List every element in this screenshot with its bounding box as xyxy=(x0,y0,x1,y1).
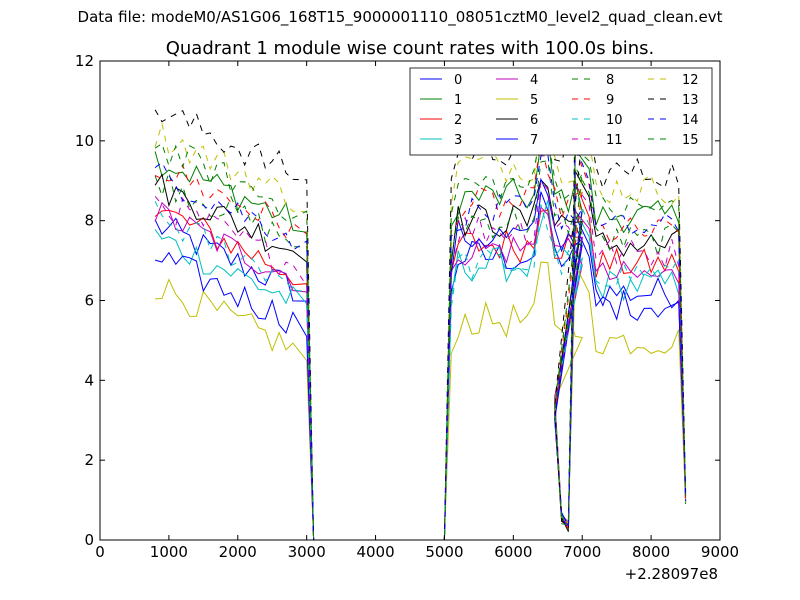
x-tick-label: 6000 xyxy=(494,543,532,561)
legend-label-5: 5 xyxy=(530,93,538,108)
series-line-11 xyxy=(154,180,687,540)
y-tick-label: 0 xyxy=(84,531,94,549)
x-tick-label: 1000 xyxy=(150,543,188,561)
y-tick-label: 8 xyxy=(84,212,94,230)
tick-layer: 0 1000 2000 3000 4000 5000 6000 7000 8000 9000 0 2 4… xyxy=(75,52,739,561)
series-line-8 xyxy=(154,160,687,540)
legend-label-7: 7 xyxy=(530,133,538,148)
x-tick-label: 5000 xyxy=(425,543,463,561)
series-line-4 xyxy=(154,201,687,540)
legend-label-9: 9 xyxy=(606,93,614,108)
series-line-6 xyxy=(154,169,687,540)
legend-label-0: 0 xyxy=(454,73,462,88)
x-tick-label: 8000 xyxy=(632,543,670,561)
x-tick-label: 4000 xyxy=(356,543,394,561)
chart-title: Quadrant 1 module wise count rates with … xyxy=(166,38,655,59)
legend-label-14: 14 xyxy=(682,113,699,128)
y-tick-label: 4 xyxy=(84,371,94,389)
legend-label-13: 13 xyxy=(682,93,699,108)
y-tick-label: 6 xyxy=(84,292,94,310)
series-line-5 xyxy=(155,261,687,540)
series-line-1 xyxy=(154,134,687,540)
x-tick-label: 2000 xyxy=(219,543,257,561)
series-line-9 xyxy=(154,141,687,540)
series-layer xyxy=(154,85,687,540)
y-tick-label: 2 xyxy=(84,451,94,469)
legend-label-3: 3 xyxy=(454,133,462,148)
legend-label-11: 11 xyxy=(606,133,623,148)
y-tick-label: 10 xyxy=(75,132,94,150)
legend-label-6: 6 xyxy=(530,113,538,128)
legend-label-4: 4 xyxy=(530,73,538,88)
legend-label-10: 10 xyxy=(606,113,623,128)
x-offset-label: +2.28097e8 xyxy=(625,565,718,583)
series-line-14 xyxy=(154,146,687,540)
x-tick-label: 9000 xyxy=(701,543,739,561)
legend-label-1: 1 xyxy=(454,93,462,108)
legend-label-8: 8 xyxy=(606,73,614,88)
series-line-15 xyxy=(154,131,687,540)
legend-label-15: 15 xyxy=(682,133,699,148)
y-tick-label: 12 xyxy=(75,52,94,70)
series-line-3 xyxy=(154,200,687,540)
x-tick-label: 7000 xyxy=(563,543,601,561)
series-line-10 xyxy=(154,191,687,540)
series-line-7 xyxy=(154,177,687,540)
file-label: Data file: modeM0/AS1G06_168T15_90000011… xyxy=(77,8,723,26)
x-tick-label: 0 xyxy=(95,543,105,561)
series-line-0 xyxy=(154,191,687,540)
series-line-2 xyxy=(154,182,687,540)
legend-label-12: 12 xyxy=(682,73,699,88)
x-tick-label: 3000 xyxy=(288,543,326,561)
legend-box xyxy=(409,67,713,156)
legend-label-2: 2 xyxy=(454,113,462,128)
